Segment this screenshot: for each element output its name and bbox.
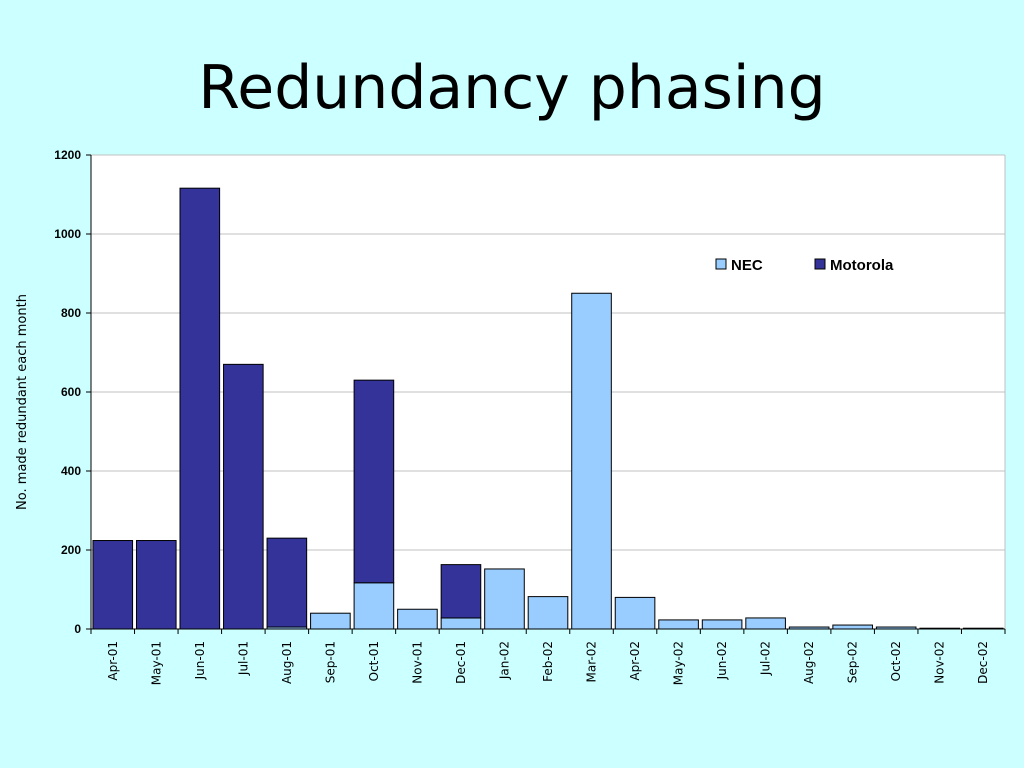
- x-tick-label: Apr-02: [628, 641, 642, 681]
- bars: [92, 187, 1004, 630]
- x-tick-label: May-02: [672, 641, 686, 685]
- legend: NEC Motorola: [715, 257, 894, 274]
- bar-nec-sep-01: [310, 612, 351, 630]
- bar-nec-sep-02: [832, 624, 873, 630]
- y-tick-label: 400: [61, 464, 81, 478]
- x-tick-label: Aug-01: [280, 641, 294, 684]
- axes: [86, 154, 1006, 634]
- bar-motorola-jul-01: [223, 363, 264, 630]
- bar-motorola-dec-01: [440, 564, 482, 619]
- y-axis-label: No. made redundant each month: [15, 294, 30, 510]
- x-tick-label: Nov-02: [933, 641, 947, 684]
- x-tick-label: Aug-02: [802, 641, 816, 684]
- x-tick-label: Jun-01: [193, 641, 207, 680]
- bar-nec-feb-02: [527, 596, 569, 630]
- bar-nec-dec-01: [440, 617, 482, 630]
- x-tick-label: Oct-01: [367, 641, 381, 681]
- legend-label-nec: NEC: [731, 257, 763, 274]
- x-tick-label: Apr-01: [106, 641, 120, 681]
- bar-nec-jun-02: [701, 619, 743, 630]
- y-tick-label: 200: [61, 543, 81, 557]
- bar-motorola-oct-01: [353, 379, 395, 584]
- y-tick-labels: 0 200 400 600 800 1000 1200: [54, 148, 81, 636]
- x-tick-label: Nov-01: [410, 641, 424, 684]
- y-tick-label: 800: [61, 306, 81, 320]
- bar-motorola-may-01: [135, 540, 177, 630]
- bar-motorola-jun-01: [179, 187, 221, 630]
- y-tick-label: 1200: [54, 148, 81, 162]
- y-tick-label: 1000: [54, 227, 81, 241]
- x-tick-label: Jun-02: [715, 641, 729, 680]
- x-tick-label: Mar-02: [585, 641, 599, 682]
- bar-motorola-apr-01: [92, 540, 134, 630]
- x-tick-label: Feb-02: [541, 641, 555, 682]
- bar-nec-may-02: [658, 619, 699, 630]
- bar-nec-jan-02: [484, 568, 525, 630]
- slide-title: Redundancy phasing: [198, 53, 826, 123]
- bar-nec-apr-02: [614, 596, 656, 630]
- x-tick-label: Sep-02: [846, 641, 860, 683]
- bar-nec-jul-02: [745, 617, 786, 630]
- x-tick-labels: Apr-01 May-01 Jun-01 Jul-01 Aug-01 Sep-01 Oct-…: [106, 641, 990, 685]
- legend-swatch-nec: [715, 258, 727, 270]
- x-tick-label: Oct-02: [889, 641, 903, 681]
- bar-nec-nov-01: [397, 608, 438, 630]
- bar-motorola-aug-01: [266, 537, 308, 628]
- bar-nec-oct-01: [353, 582, 395, 630]
- x-tick-label: Sep-01: [323, 641, 337, 683]
- y-tick-label: 600: [61, 385, 81, 399]
- legend-swatch-motorola: [814, 258, 826, 270]
- y-tick-label: 0: [74, 622, 81, 636]
- x-tick-label: Jul-01: [236, 641, 250, 676]
- x-tick-label: Jan-02: [497, 641, 511, 680]
- x-tick-label: May-01: [149, 641, 163, 685]
- legend-label-motorola: Motorola: [830, 257, 894, 274]
- x-tick-label: Dec-01: [454, 641, 468, 684]
- bar-nec-mar-02: [571, 292, 612, 630]
- x-tick-label: Jul-02: [759, 641, 773, 676]
- x-tick-label: Dec-02: [976, 641, 990, 684]
